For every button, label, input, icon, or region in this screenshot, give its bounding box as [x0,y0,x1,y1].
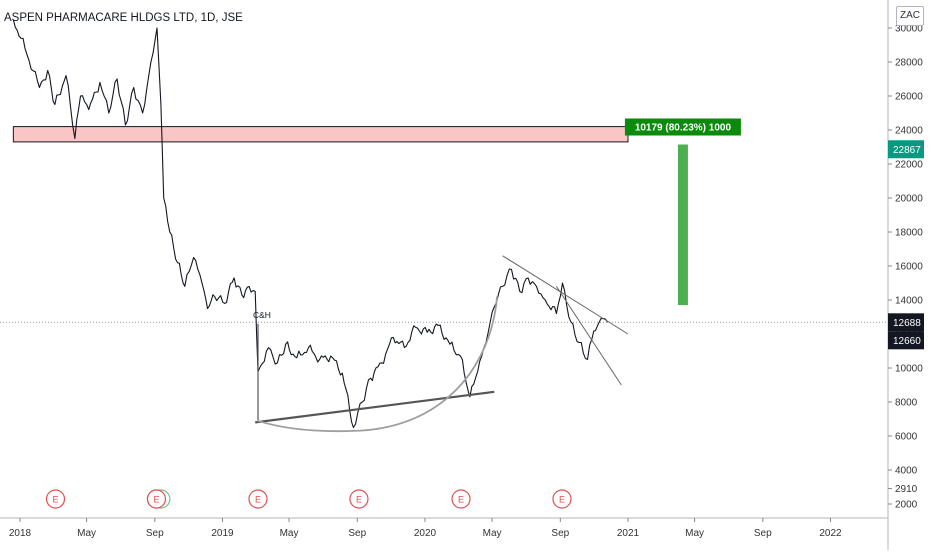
y-tick-label: 8000 [895,398,918,409]
price-label: 22867 [893,145,921,156]
y-tick-label: 16000 [895,262,923,273]
x-tick-label: 2020 [414,528,437,539]
earnings-icon-label: E [153,495,159,505]
price-label-box [888,331,924,350]
chart-title: ASPEN PHARMACARE HLDGS LTD, 1D, JSE [4,12,243,24]
y-tick-label: 4000 [895,466,918,477]
price-line[interactable] [12,19,608,429]
price-label-box [888,140,924,159]
y-tick-label: 2910 [895,484,918,495]
x-tick-label: May [77,528,96,539]
x-tick-label: 2018 [9,528,32,539]
handle-lower-trendline[interactable] [556,286,622,386]
earnings-icon-label: E [52,495,58,505]
earnings-icon[interactable] [349,489,369,509]
y-tick-label: 6000 [895,432,918,443]
x-tick-label: Sep [348,528,366,539]
earnings-icon[interactable] [552,489,572,509]
currency-label: ZAC [900,10,920,21]
x-tick-label: 2022 [819,528,842,539]
measured-move-badge [624,118,741,136]
y-tick-label: 20000 [895,194,923,205]
measured-move-label: 10179 (80.23%) 1000 [635,123,732,134]
earnings-icon[interactable] [146,489,167,509]
y-tick-label: 28000 [895,58,923,69]
y-tick-label: 10000 [895,364,923,375]
earnings-icon[interactable] [451,489,471,509]
price-label: 12688 [893,318,921,329]
x-tick-label: Sep [551,528,569,539]
y-tick-label: 14000 [895,296,923,307]
price-label-box [888,313,924,332]
x-tick-label: 2019 [211,528,234,539]
earnings-icon[interactable] [45,489,66,509]
x-tick-label: May [280,528,299,539]
handle-upper-trendline[interactable] [502,255,629,335]
earnings-icon-label: E [356,495,362,505]
cup-arc[interactable] [257,296,498,433]
price-label: 12660 [893,336,921,347]
y-tick-label: 22000 [895,160,923,171]
y-tick-label: 18000 [895,228,923,239]
y-tick-label: 2000 [895,500,918,511]
y-tick-label: 30000 [895,24,923,35]
currency-button[interactable]: ZAC [896,6,924,26]
y-tick-label: 26000 [895,92,923,103]
resistance-zone[interactable] [12,126,629,143]
y-tick-label: 24000 [895,126,923,137]
x-tick-label: Sep [754,528,772,539]
x-tick-label: 2021 [617,528,640,539]
x-tick-label: May [483,528,502,539]
earnings-icon-label: E [255,495,261,505]
neckline[interactable] [255,390,495,424]
earnings-icon-label: E [458,495,464,505]
pattern-label: C&H [253,310,271,320]
earnings-icon[interactable] [248,489,268,509]
x-tick-label: May [685,528,704,539]
measured-move-bar[interactable] [677,144,688,306]
earnings-icon-label: E [559,495,565,505]
x-tick-label: Sep [146,528,164,539]
